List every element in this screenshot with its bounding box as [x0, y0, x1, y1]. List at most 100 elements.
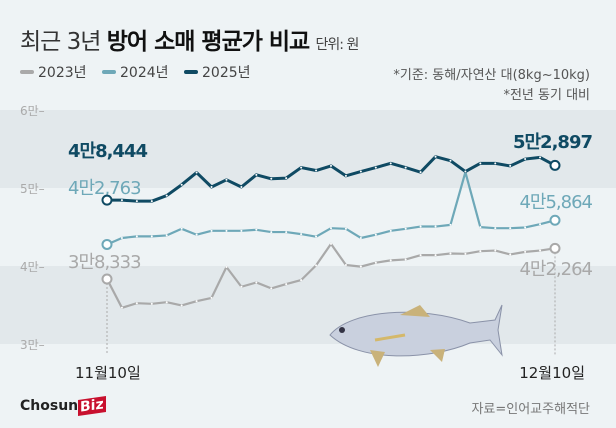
endpoint-marker	[101, 194, 113, 206]
data-point	[255, 228, 258, 231]
title-light: 최근 3년	[20, 29, 107, 55]
data-point	[524, 250, 527, 253]
data-point	[344, 174, 347, 177]
data-point	[135, 200, 138, 203]
data-point	[449, 159, 452, 162]
start-value-label: 4만2,763	[68, 178, 141, 199]
data-point	[240, 285, 243, 288]
endpoint-marker	[549, 159, 561, 171]
data-point	[165, 234, 168, 237]
data-point	[210, 229, 213, 232]
data-point	[374, 166, 377, 169]
data-point	[509, 164, 512, 167]
x-tick-label: 12월10일	[519, 364, 585, 382]
data-point	[255, 281, 258, 284]
legend-label: 2025년	[202, 65, 251, 81]
end-value-label: 4만5,864	[519, 192, 592, 213]
endpoint-marker	[549, 214, 561, 226]
data-point	[165, 194, 168, 197]
data-point	[479, 162, 482, 165]
data-point	[150, 302, 153, 305]
end-value-label: 5만2,897	[513, 132, 592, 153]
data-point	[210, 185, 213, 188]
data-point	[135, 302, 138, 305]
endpoint-marker	[101, 238, 113, 250]
legend-2023: 2023년	[20, 62, 87, 82]
legend-label: 2024년	[120, 65, 169, 81]
legend-swatch	[102, 70, 116, 74]
data-point	[449, 223, 452, 226]
data-point	[195, 300, 198, 303]
data-point	[315, 264, 318, 267]
y-tick-label: 6만–	[20, 104, 45, 118]
logo-badge: Biz	[78, 396, 106, 416]
data-point	[330, 227, 332, 230]
legend-2025: 2025년	[184, 62, 251, 82]
data-point	[404, 227, 407, 230]
data-point	[449, 252, 452, 255]
data-point	[270, 287, 273, 290]
data-point	[285, 177, 288, 180]
data-point	[300, 166, 303, 169]
note-basis: *기준: 동해/자연산 대(8kg~10kg)	[393, 68, 590, 83]
data-point	[315, 235, 318, 238]
data-point	[330, 242, 332, 245]
data-point	[494, 227, 497, 230]
data-point	[180, 304, 183, 307]
legend-label: 2023년	[38, 65, 87, 81]
data-point	[285, 231, 288, 234]
data-point	[195, 233, 198, 236]
y-tick-label: 3만–	[20, 338, 45, 352]
data-point	[120, 236, 123, 239]
data-point	[300, 233, 303, 236]
data-point	[180, 183, 183, 186]
unit-label: 단위: 원	[315, 37, 360, 53]
data-point	[330, 164, 332, 167]
data-point	[135, 235, 138, 238]
title-bold: 방어 소매 평균가 비교	[106, 29, 310, 55]
data-point	[374, 233, 377, 236]
data-point	[494, 162, 497, 165]
data-point	[150, 235, 153, 238]
data-point	[285, 283, 288, 286]
data-point	[270, 231, 273, 234]
logo-text: Chosun	[20, 398, 79, 414]
chosunbiz-logo: Chosun Biz	[20, 396, 106, 416]
data-point	[434, 254, 437, 257]
data-point	[434, 225, 437, 228]
data-point	[359, 236, 362, 239]
data-point	[464, 170, 467, 173]
data-point	[195, 171, 198, 174]
data-point	[344, 263, 347, 266]
data-point	[210, 296, 213, 299]
data-point	[315, 169, 318, 172]
note-comparison: *전년 동기 대비	[503, 88, 590, 103]
data-point	[270, 177, 273, 180]
start-value-label: 3만8,333	[68, 252, 141, 273]
data-point	[539, 249, 542, 252]
data-point	[509, 253, 512, 256]
data-point	[374, 261, 377, 264]
data-point	[389, 259, 392, 262]
data-point	[165, 301, 168, 304]
data-point	[539, 156, 542, 159]
legend-swatch	[184, 70, 198, 74]
data-point	[240, 229, 243, 232]
data-point	[255, 173, 258, 176]
end-value-label: 4만2,264	[519, 259, 592, 280]
x-tick-label: 11월10일	[75, 364, 141, 382]
data-point	[419, 254, 422, 257]
data-point	[240, 185, 243, 188]
data-point	[359, 170, 362, 173]
data-point	[419, 171, 422, 174]
source-label: 자료=인어교주해적단	[471, 402, 590, 417]
data-point	[524, 158, 527, 161]
data-point	[419, 225, 422, 228]
data-point	[120, 199, 123, 202]
data-point	[404, 258, 407, 261]
data-point	[225, 266, 228, 269]
data-point	[479, 250, 482, 253]
y-tick-label: 4만–	[20, 260, 45, 274]
legend-2024: 2024년	[102, 62, 169, 82]
